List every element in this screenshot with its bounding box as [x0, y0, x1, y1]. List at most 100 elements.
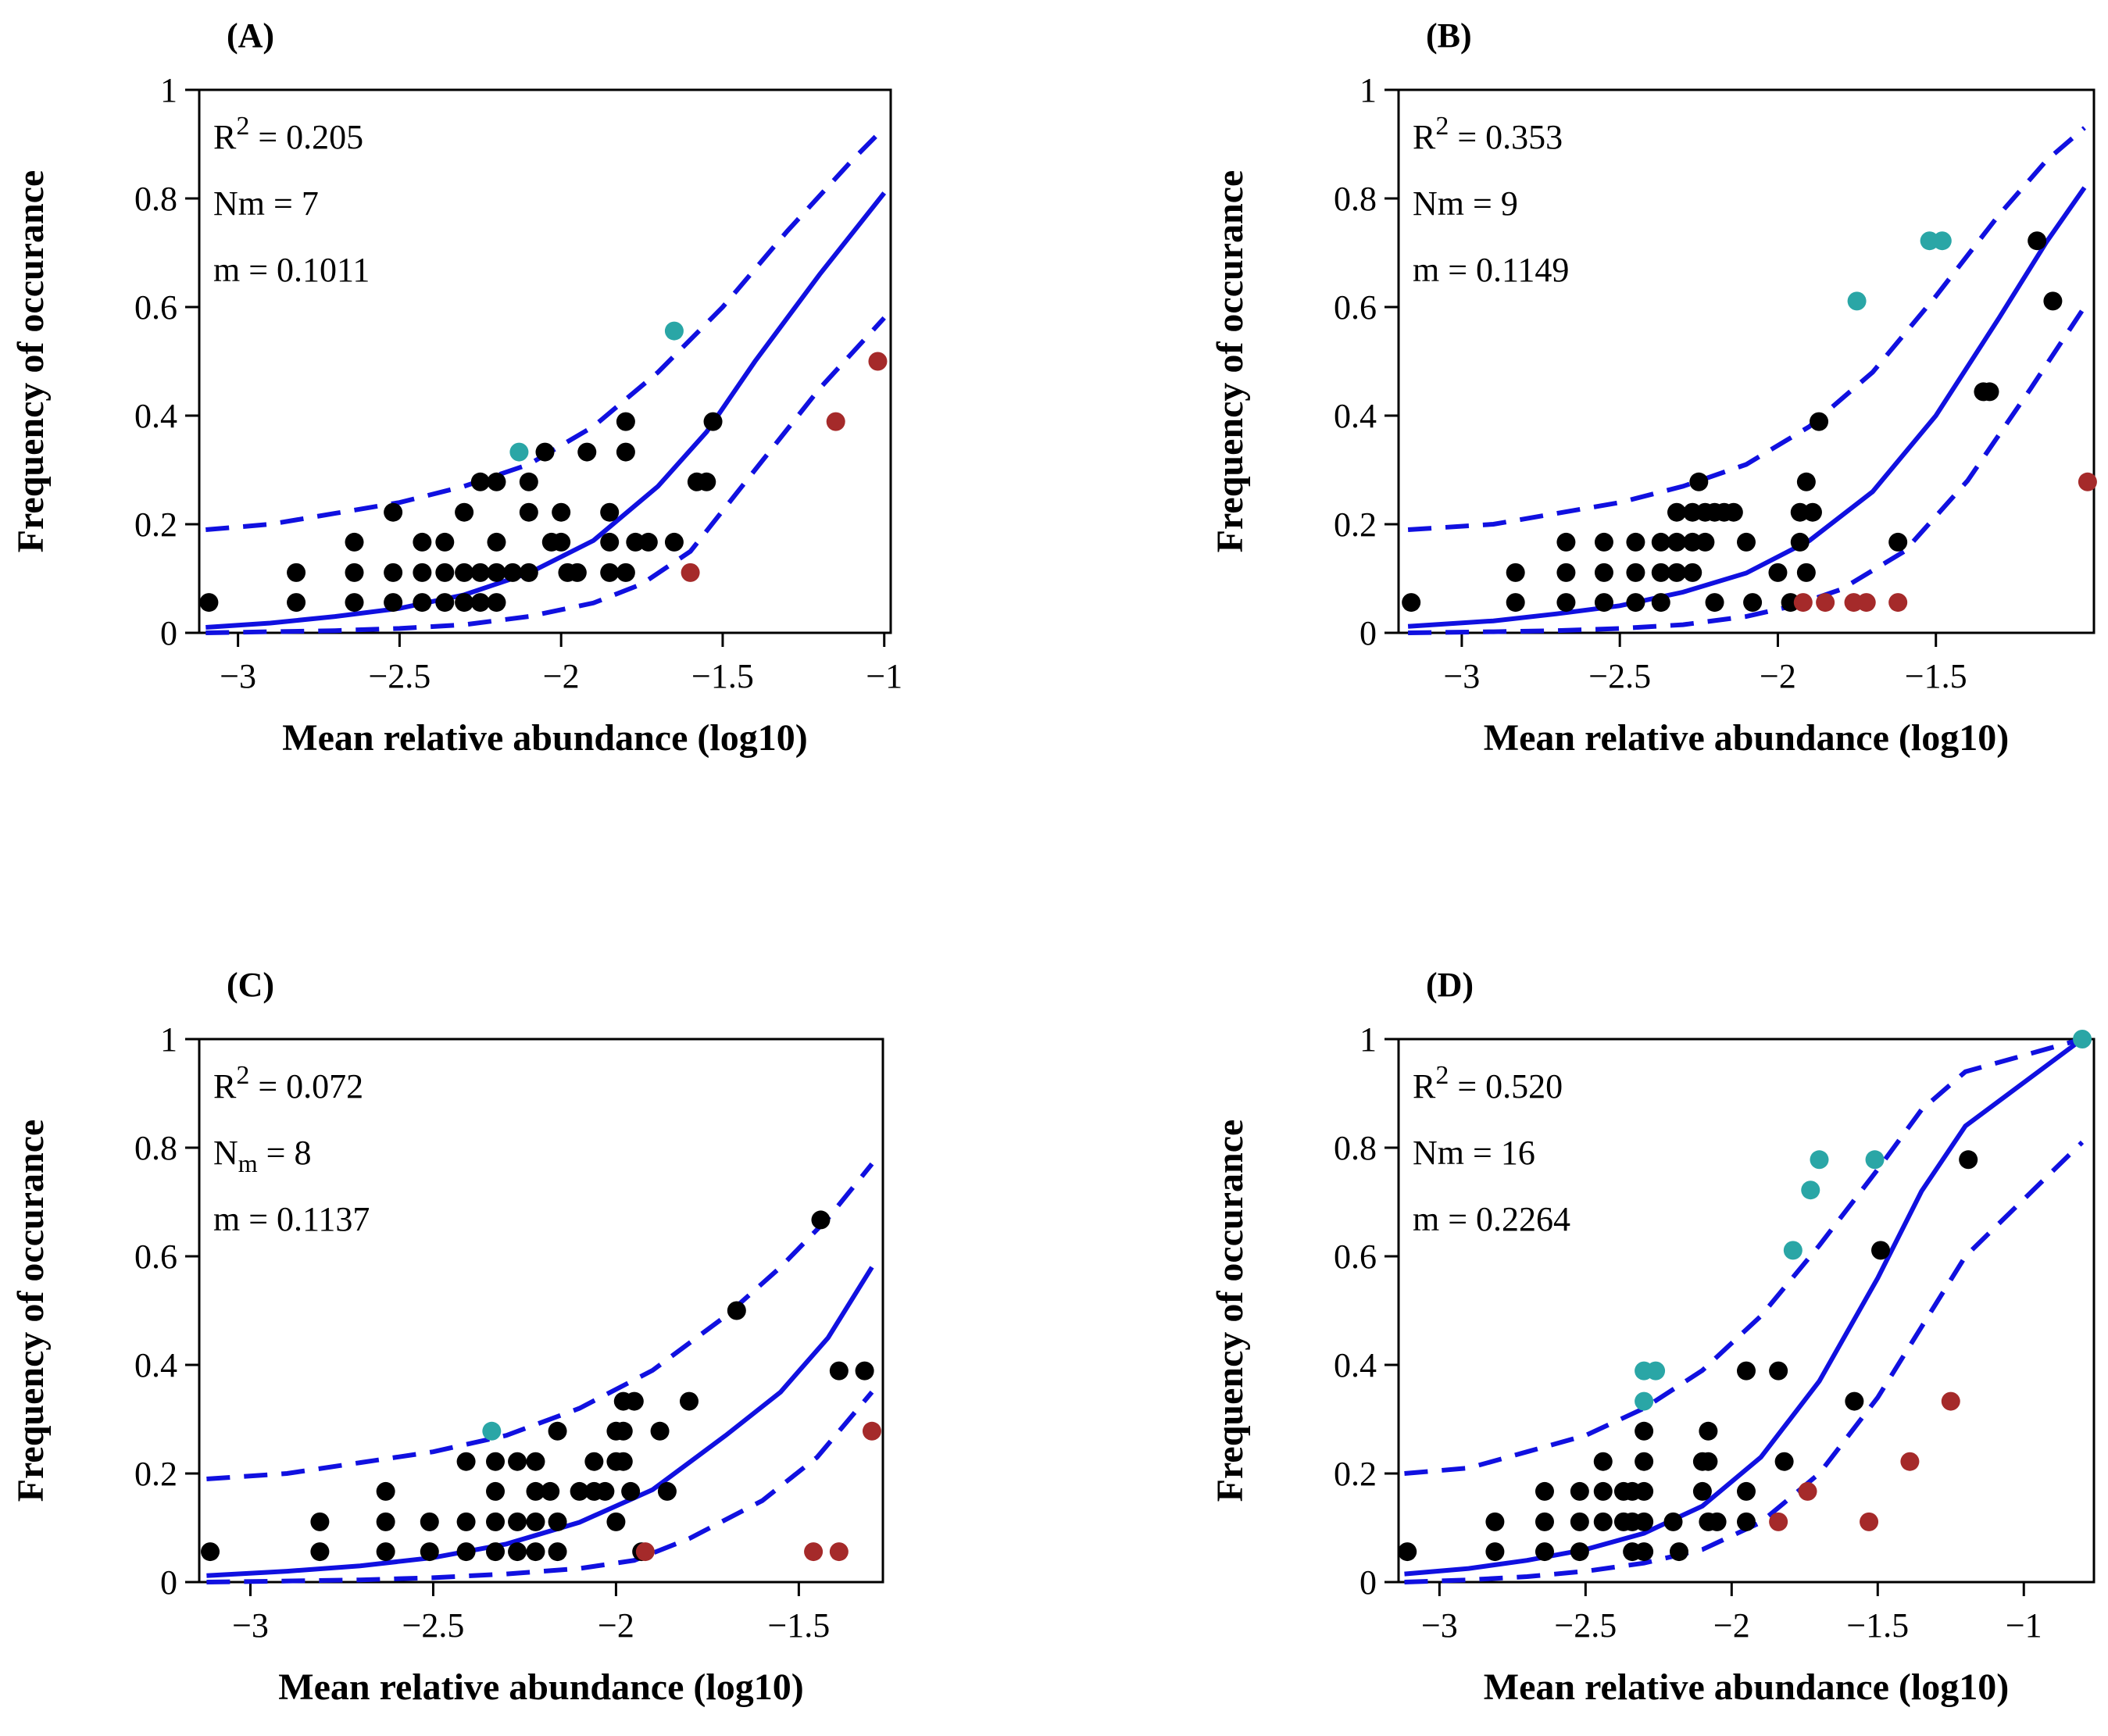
- data-point: [638, 532, 658, 552]
- data-point: [508, 1512, 527, 1531]
- x-tick-label: −2: [1713, 1606, 1750, 1645]
- upper-confidence-line: [205, 126, 886, 532]
- data-point: [310, 1542, 330, 1562]
- data-point: [413, 563, 432, 582]
- data-point: [1594, 593, 1613, 613]
- y-tick-label: 0.2: [1334, 1455, 1377, 1493]
- data-point: [1783, 1241, 1803, 1260]
- x-tick-label: −2: [598, 1606, 634, 1645]
- data-point: [868, 352, 888, 371]
- fit-line: [205, 191, 887, 630]
- data-point: [567, 563, 587, 582]
- nm-label: Nm = 8: [213, 1134, 312, 1177]
- data-point: [1845, 1391, 1864, 1411]
- data-point: [1941, 1391, 1960, 1411]
- y-tick-label: 0.8: [134, 1129, 177, 1167]
- data-point: [1593, 1452, 1613, 1471]
- x-tick-label: −2.5: [1554, 1606, 1617, 1645]
- y-tick-label: 0: [160, 1563, 177, 1602]
- data-point: [1402, 593, 1421, 613]
- data-point: [376, 1512, 395, 1531]
- data-point: [1707, 1512, 1727, 1531]
- r-squared-label: R2 = 0.520: [1413, 1061, 1563, 1106]
- data-point: [1900, 1452, 1920, 1471]
- data-point: [1593, 1481, 1613, 1501]
- data-point: [1796, 472, 1816, 491]
- data-point: [1398, 1542, 1417, 1562]
- chart-panel-a: (A) 0 0.2 0.4 0.6 0.8 1 −3 −2.5 −2 −1.5 −1 Mean rela…: [10, 16, 902, 759]
- x-tick-label: −3: [232, 1606, 269, 1645]
- lower-confidence-line: [1404, 1140, 2085, 1584]
- data-point: [1635, 1391, 1654, 1411]
- x-axis-title: Mean relative abundance (log10): [282, 717, 807, 759]
- data-point: [1635, 1542, 1654, 1562]
- data-point: [2078, 472, 2097, 491]
- data-point: [486, 1542, 506, 1562]
- data-point: [727, 1301, 746, 1320]
- data-point: [503, 563, 523, 582]
- lower-confidence-line: [206, 1390, 874, 1584]
- data-point: [621, 1481, 641, 1501]
- data-point: [1743, 593, 1763, 613]
- panel-label: (B): [1426, 16, 1472, 55]
- data-point: [664, 532, 684, 552]
- lower-confidence-line: [205, 316, 886, 635]
- data-point: [413, 532, 432, 552]
- data-point: [657, 1481, 677, 1501]
- data-point: [486, 1512, 506, 1531]
- data-point: [1651, 563, 1670, 582]
- r-squared-label: R2 = 0.353: [1413, 112, 1563, 156]
- data-point: [606, 1512, 626, 1531]
- x-axis-title: Mean relative abundance (log10): [278, 1666, 803, 1708]
- data-point: [455, 502, 474, 522]
- data-point: [1871, 1241, 1891, 1260]
- upper-confidence-line: [1404, 1037, 2083, 1476]
- data-point: [616, 412, 635, 431]
- data-point: [1556, 532, 1576, 552]
- data-point: [1556, 593, 1576, 613]
- y-tick-label: 0.8: [134, 180, 177, 218]
- chart-panel-b: (B) 0 0.2 0.4 0.6 0.8 1 −3 −2.5 −2 −1.5 Mean relati…: [1209, 16, 2097, 759]
- m-label: m = 0.1011: [213, 251, 370, 289]
- chart-panel-d: (D) 0 0.2 0.4 0.6 0.8 1 −3 −2.5 −2 −1.5 −1 Mean rela…: [1209, 966, 2095, 1708]
- data-point: [384, 593, 403, 613]
- data-point: [1485, 1512, 1505, 1531]
- data-point: [508, 1452, 527, 1471]
- data-point: [1556, 563, 1576, 582]
- data-point: [1769, 1361, 1788, 1381]
- y-tick-label: 0.4: [134, 1346, 177, 1384]
- y-tick-label: 0: [160, 614, 177, 652]
- data-point: [1798, 1481, 1817, 1501]
- plot-frame: [198, 1038, 884, 1584]
- data-point: [613, 1452, 633, 1471]
- data-point: [526, 1542, 545, 1562]
- data-point: [1669, 1542, 1688, 1562]
- panel-label: (C): [227, 966, 274, 1004]
- data-point: [1593, 1512, 1613, 1531]
- data-point: [577, 442, 597, 462]
- data-point: [376, 1542, 395, 1562]
- m-label: m = 0.1149: [1413, 251, 1569, 289]
- fit-line: [1407, 186, 2087, 629]
- data-point: [310, 1512, 330, 1531]
- data-point: [1790, 532, 1810, 552]
- data-point: [470, 593, 490, 613]
- data-point: [435, 593, 455, 613]
- y-axis-title: Frequency of occurance: [10, 170, 52, 553]
- data-point: [1594, 532, 1613, 552]
- data-point: [1980, 382, 1999, 402]
- data-point: [681, 563, 700, 582]
- data-point: [862, 1421, 881, 1441]
- data-point: [829, 1542, 849, 1562]
- data-point: [650, 1421, 670, 1441]
- data-point: [1663, 1512, 1683, 1531]
- data-point: [1810, 1150, 1829, 1170]
- data-point: [1667, 502, 1686, 522]
- m-label: m = 0.1137: [213, 1200, 370, 1238]
- y-tick-label: 0.6: [1334, 288, 1377, 327]
- data-point: [455, 593, 474, 613]
- data-point: [435, 563, 455, 582]
- data-point: [1737, 1361, 1756, 1381]
- data-point: [526, 1481, 545, 1501]
- upper-confidence-line: [206, 1162, 874, 1481]
